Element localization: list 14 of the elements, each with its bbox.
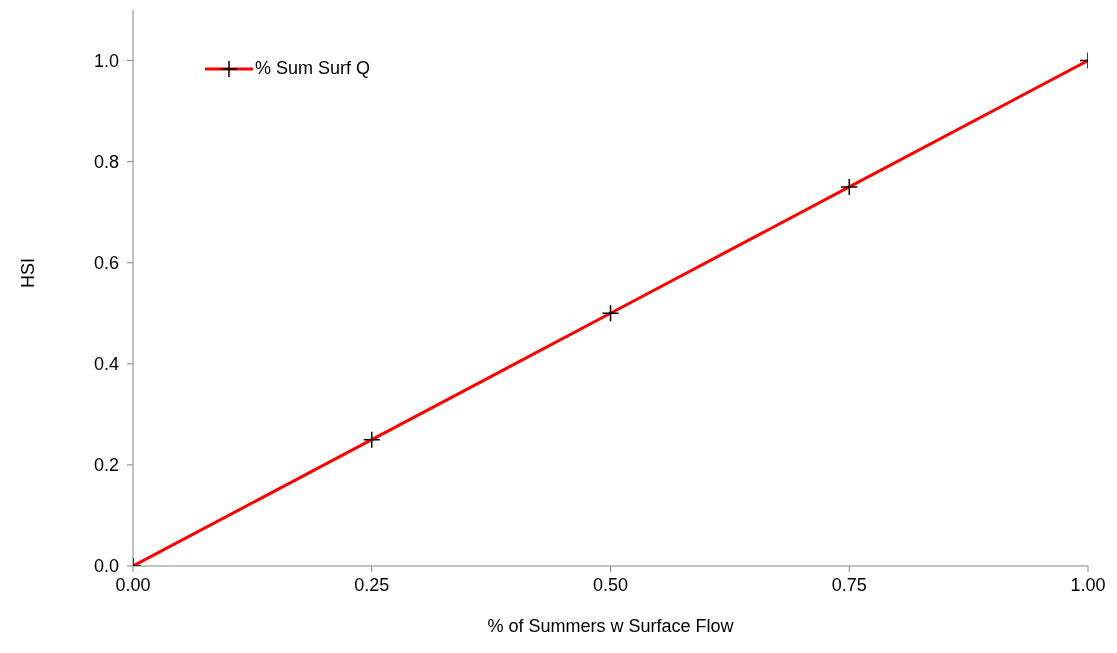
y-tick-label: 0.0 xyxy=(93,556,119,577)
y-tick-label: 0.8 xyxy=(93,152,119,173)
y-tick-label: 0.2 xyxy=(93,455,119,476)
y-axis-title: HSI xyxy=(18,257,39,288)
x-tick-label: 0.50 xyxy=(592,574,629,595)
legend-label: % Sum Surf Q xyxy=(255,58,371,79)
y-tick-label: 1.0 xyxy=(93,50,119,71)
x-axis-title: % of Summers w Surface Flow xyxy=(487,616,735,636)
y-tick-label: 0.4 xyxy=(93,354,119,375)
x-tick-label: 0.25 xyxy=(354,574,390,595)
x-tick-label: 0.00 xyxy=(115,574,151,595)
x-tick-label: 0.75 xyxy=(831,574,867,595)
x-tick-label: 1.00 xyxy=(1070,574,1106,595)
y-tick-label: 0.6 xyxy=(93,253,119,274)
